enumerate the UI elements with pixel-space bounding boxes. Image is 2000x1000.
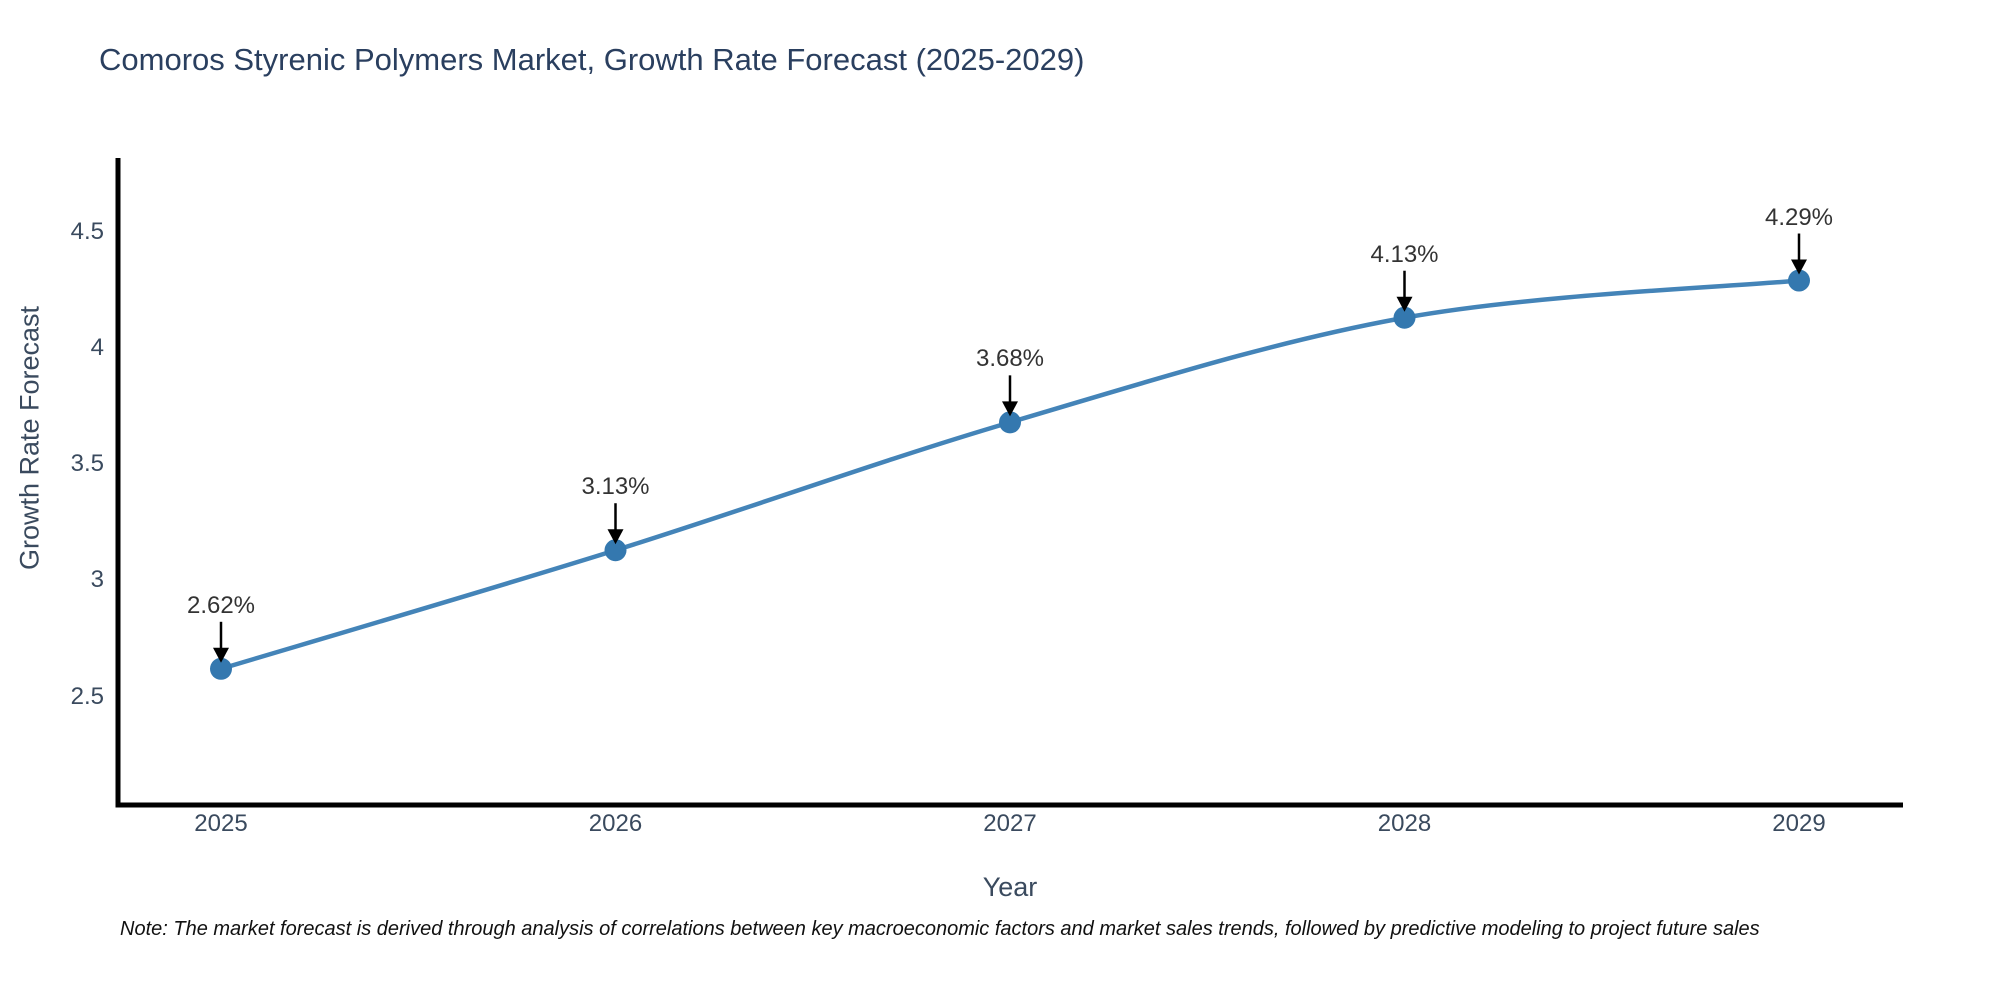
x-tick-label: 2029 — [1772, 810, 1826, 837]
chart-title: Comoros Styrenic Polymers Market, Growth… — [99, 42, 1085, 77]
x-tick-label: 2025 — [194, 810, 248, 837]
x-axis-title: Year — [982, 872, 1038, 902]
data-point-value-label: 3.13% — [581, 473, 650, 501]
data-point-marker — [1788, 269, 1810, 292]
annotation-arrowhead-icon — [1002, 401, 1018, 417]
footnote-text: Note: The market forecast is derived thr… — [120, 918, 1760, 940]
annotation-arrowhead-icon — [1791, 259, 1807, 275]
x-tick-label: 2027 — [983, 810, 1037, 837]
y-tick-label: 4 — [90, 333, 104, 361]
x-tick-label: 2028 — [1377, 810, 1432, 837]
data-point-marker — [604, 539, 627, 562]
line-series — [218, 278, 1802, 672]
y-tick-label: 3.5 — [70, 450, 104, 478]
data-point-value-label: 4.13% — [1370, 240, 1439, 268]
data-point-value-label: 2.62% — [186, 591, 256, 619]
data-point-value-label: 3.68% — [975, 345, 1045, 373]
data-point-marker — [1393, 306, 1416, 329]
annotation-arrowhead-icon — [607, 529, 624, 545]
y-tick-label: 3 — [90, 566, 104, 594]
data-point-marker — [999, 411, 1021, 434]
y-tick-label: 2.5 — [70, 682, 104, 710]
x-tick-label: 2026 — [588, 810, 643, 837]
annotation-arrowhead-icon — [1396, 296, 1413, 312]
data-point-marker — [210, 657, 232, 680]
annotation-arrowhead-icon — [213, 647, 229, 663]
data-point-value-label: 4.29% — [1764, 203, 1834, 231]
y-tick-label: 4.5 — [70, 217, 104, 245]
